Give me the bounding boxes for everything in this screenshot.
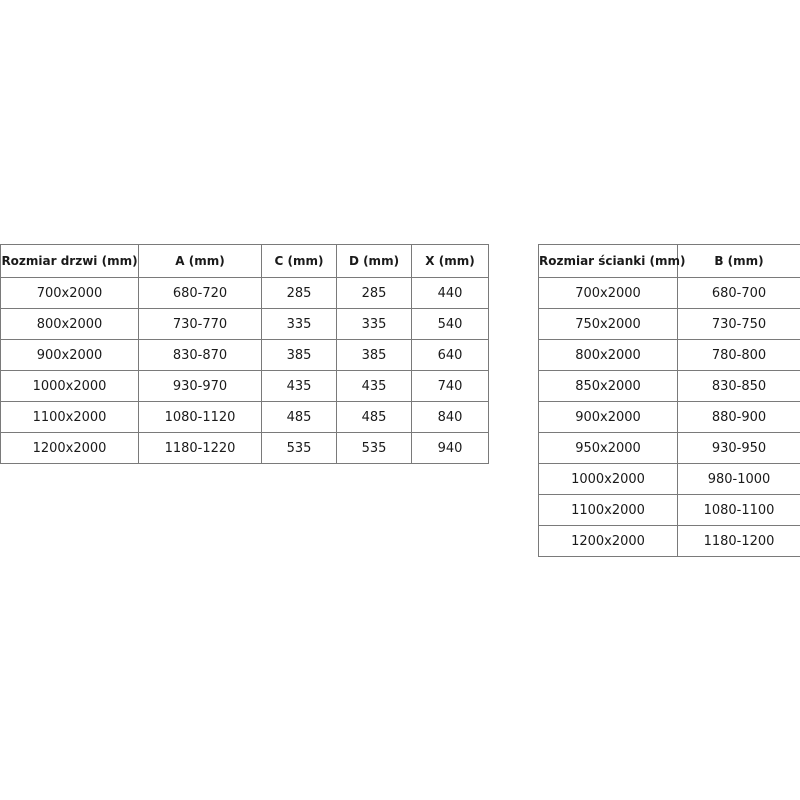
table-cell: 700x2000 — [538, 277, 678, 309]
table-cell: 485 — [336, 401, 412, 433]
column-header: C (mm) — [261, 244, 337, 278]
table-cell: 485 — [261, 401, 337, 433]
table-cell: 435 — [261, 370, 337, 402]
table-cell: 900x2000 — [0, 339, 139, 371]
table-cell: 730-750 — [677, 308, 800, 340]
column-header: A (mm) — [138, 244, 262, 278]
column-header: B (mm) — [677, 244, 800, 278]
table-cell: 440 — [411, 277, 489, 309]
table-header-row: Rozmiar drzwi (mm) A (mm) C (mm) D (mm) X (m… — [0, 244, 489, 278]
table-cell: 900x2000 — [538, 401, 678, 433]
table-header-row: Rozmiar ścianki (mm) B (mm) — [538, 244, 800, 278]
table-row: 1200x2000 1180-1220 535 535 940 — [0, 432, 489, 464]
table-cell: 435 — [336, 370, 412, 402]
table-cell: 1100x2000 — [538, 494, 678, 526]
table-cell: 980-1000 — [677, 463, 800, 495]
table-cell: 840 — [411, 401, 489, 433]
table-cell: 880-900 — [677, 401, 800, 433]
table-cell: 700x2000 — [0, 277, 139, 309]
table-cell: 335 — [261, 308, 337, 340]
table-row: 800x2000 730-770 335 335 540 — [0, 308, 489, 340]
table-cell: 540 — [411, 308, 489, 340]
table-cell: 1180-1200 — [677, 525, 800, 557]
table-cell: 930-950 — [677, 432, 800, 464]
table-cell: 1180-1220 — [138, 432, 262, 464]
table-cell: 680-720 — [138, 277, 262, 309]
table-row: 800x2000 780-800 — [538, 339, 800, 371]
table-cell: 800x2000 — [0, 308, 139, 340]
table-cell: 940 — [411, 432, 489, 464]
table-row: 1100x2000 1080-1120 485 485 840 — [0, 401, 489, 433]
table-cell: 1000x2000 — [538, 463, 678, 495]
table-cell: 1200x2000 — [538, 525, 678, 557]
column-header: X (mm) — [411, 244, 489, 278]
table-row: 700x2000 680-700 — [538, 277, 800, 309]
table-row: 1000x2000 930-970 435 435 740 — [0, 370, 489, 402]
table-cell: 730-770 — [138, 308, 262, 340]
table-cell: 1200x2000 — [0, 432, 139, 464]
table-row: 900x2000 880-900 — [538, 401, 800, 433]
table-cell: 780-800 — [677, 339, 800, 371]
table-cell: 950x2000 — [538, 432, 678, 464]
table-cell: 285 — [336, 277, 412, 309]
table-cell: 850x2000 — [538, 370, 678, 402]
table-cell: 385 — [261, 339, 337, 371]
table-cell: 535 — [261, 432, 337, 464]
table-cell: 680-700 — [677, 277, 800, 309]
table-cell: 640 — [411, 339, 489, 371]
table-cell: 740 — [411, 370, 489, 402]
table-row: 1000x2000 980-1000 — [538, 463, 800, 495]
table-row: 950x2000 930-950 — [538, 432, 800, 464]
table-row: 750x2000 730-750 — [538, 308, 800, 340]
table-cell: 750x2000 — [538, 308, 678, 340]
table-cell: 1080-1120 — [138, 401, 262, 433]
table-row: 1100x2000 1080-1100 — [538, 494, 800, 526]
column-header: D (mm) — [336, 244, 412, 278]
table-cell: 385 — [336, 339, 412, 371]
table-cell: 1080-1100 — [677, 494, 800, 526]
table-cell: 930-970 — [138, 370, 262, 402]
table-cell: 830-850 — [677, 370, 800, 402]
column-header: Rozmiar drzwi (mm) — [0, 244, 139, 278]
table-row: 1200x2000 1180-1200 — [538, 525, 800, 557]
table-cell: 800x2000 — [538, 339, 678, 371]
table-row: 850x2000 830-850 — [538, 370, 800, 402]
wall-size-table: Rozmiar ścianki (mm) B (mm) 700x2000 680-7… — [538, 244, 800, 557]
table-cell: 535 — [336, 432, 412, 464]
table-cell: 335 — [336, 308, 412, 340]
table-cell: 1100x2000 — [0, 401, 139, 433]
table-cell: 1000x2000 — [0, 370, 139, 402]
table-row: 900x2000 830-870 385 385 640 — [0, 339, 489, 371]
table-row: 700x2000 680-720 285 285 440 — [0, 277, 489, 309]
table-cell: 830-870 — [138, 339, 262, 371]
table-cell: 285 — [261, 277, 337, 309]
door-size-table: Rozmiar drzwi (mm) A (mm) C (mm) D (mm) X (m… — [0, 244, 489, 464]
column-header: Rozmiar ścianki (mm) — [538, 244, 686, 278]
